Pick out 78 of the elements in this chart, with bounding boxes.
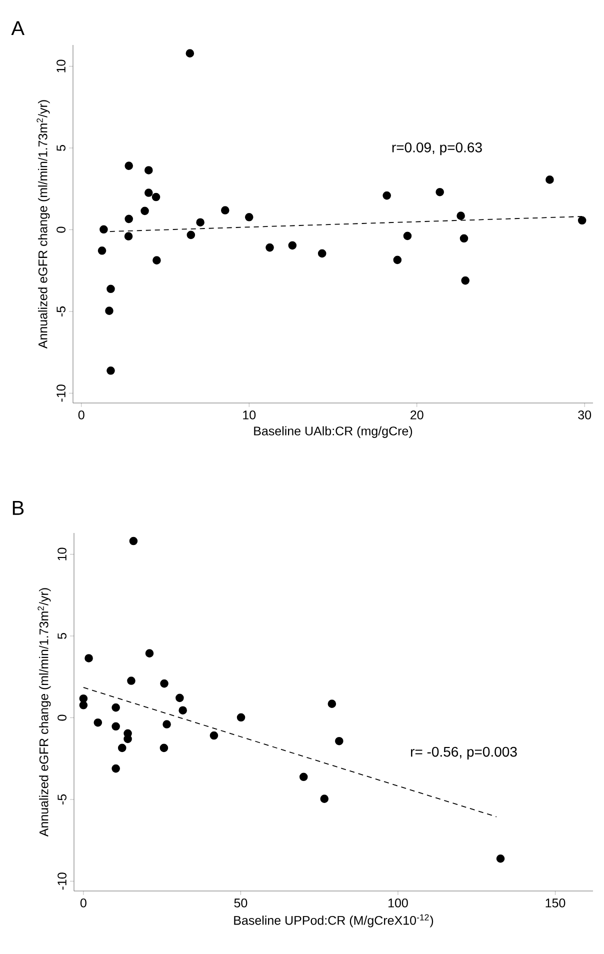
x-tick-label: 50 bbox=[234, 898, 248, 908]
x-tick-label: 30 bbox=[578, 410, 592, 420]
point bbox=[84, 654, 93, 662]
annotation: r=0.09, p=0.63 bbox=[392, 142, 482, 156]
point bbox=[129, 536, 138, 546]
point bbox=[461, 276, 470, 285]
point bbox=[127, 676, 136, 685]
y-tick-label: 10 bbox=[58, 548, 66, 560]
point bbox=[320, 794, 329, 803]
point bbox=[152, 256, 161, 264]
chart-title: A bbox=[11, 21, 25, 36]
point bbox=[328, 700, 336, 708]
point bbox=[118, 744, 126, 752]
x-tick-label: 100 bbox=[388, 898, 408, 908]
y-tick-label: -5 bbox=[56, 306, 66, 316]
point bbox=[244, 212, 254, 222]
y-tick-label: 5 bbox=[58, 633, 66, 639]
y-tick-label: 0 bbox=[58, 714, 66, 721]
y-tick-label: 0 bbox=[56, 226, 66, 233]
x-tick-label: 10 bbox=[243, 410, 256, 420]
point bbox=[100, 225, 108, 234]
point bbox=[160, 744, 168, 752]
x-axis-title: Baseline UAlb:CR (mg/gCre) bbox=[254, 426, 412, 438]
point bbox=[178, 706, 187, 715]
point bbox=[496, 854, 505, 863]
point bbox=[456, 212, 465, 220]
point bbox=[144, 188, 153, 197]
chart-title: B bbox=[12, 501, 24, 515]
point bbox=[176, 694, 184, 702]
point bbox=[460, 234, 468, 243]
y-axis-title: Annualized eGFR change (ml/min/1.73m$^{2}$/yr) bbox=[38, 588, 51, 837]
point bbox=[112, 722, 120, 731]
point bbox=[98, 246, 106, 255]
y-tick-label: -10 bbox=[56, 384, 66, 402]
point bbox=[436, 188, 444, 196]
point bbox=[112, 764, 120, 773]
point bbox=[145, 649, 154, 658]
point bbox=[546, 176, 554, 184]
point bbox=[220, 206, 230, 214]
point bbox=[393, 256, 402, 264]
point bbox=[140, 206, 149, 216]
point bbox=[112, 703, 120, 712]
point bbox=[124, 214, 134, 224]
x-tick-label: 20 bbox=[410, 410, 424, 420]
point bbox=[236, 713, 246, 722]
point bbox=[196, 218, 204, 227]
y-axis-title: Annualized eGFR change (ml/min/1.73m$^{2}$/yr) bbox=[36, 100, 50, 349]
point bbox=[94, 718, 102, 727]
y-tick-label: 5 bbox=[56, 145, 66, 151]
point bbox=[160, 679, 168, 688]
point bbox=[335, 736, 344, 746]
point bbox=[382, 191, 391, 200]
point bbox=[106, 284, 115, 294]
point bbox=[186, 230, 196, 240]
y-tick-label: -5 bbox=[58, 794, 66, 804]
point bbox=[578, 216, 586, 225]
x-axis-title: Baseline UPPod:CR (M/gCreX10$^{-12}$) bbox=[234, 914, 434, 928]
point bbox=[299, 772, 308, 782]
point bbox=[106, 366, 115, 375]
x-tick-label: 150 bbox=[546, 898, 566, 908]
x-tick-label: 0 bbox=[80, 898, 86, 908]
point bbox=[144, 166, 153, 174]
x-tick-label: 0 bbox=[78, 410, 84, 420]
point bbox=[318, 249, 326, 258]
point bbox=[79, 700, 88, 710]
point bbox=[105, 306, 114, 315]
point bbox=[162, 720, 171, 728]
point bbox=[288, 241, 297, 250]
annotation: r= -0.56, p=0.003 bbox=[410, 746, 517, 760]
y-tick-label: 10 bbox=[56, 60, 66, 72]
point bbox=[124, 232, 133, 240]
point bbox=[186, 49, 194, 58]
y-tick-label: -10 bbox=[58, 872, 66, 890]
point bbox=[266, 243, 274, 252]
point bbox=[403, 232, 412, 240]
point bbox=[152, 192, 160, 202]
point bbox=[124, 162, 134, 170]
point bbox=[210, 731, 218, 740]
